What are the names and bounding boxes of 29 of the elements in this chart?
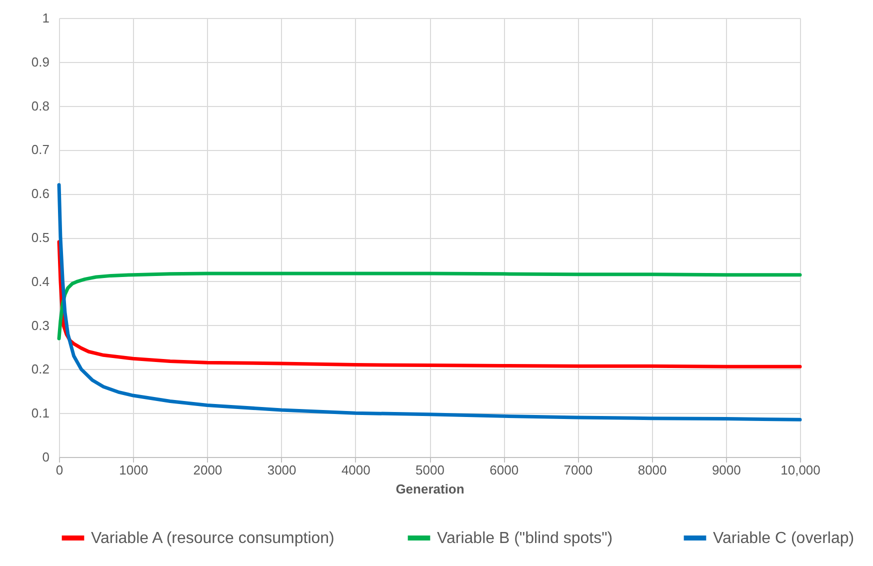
y-tick-label: 0.3 <box>31 318 50 333</box>
x-tick-label: 1000 <box>119 462 148 478</box>
y-tick-label: 1 <box>42 10 50 26</box>
x-tick-label: 3000 <box>267 462 296 478</box>
x-tick-label: 8000 <box>638 462 667 478</box>
x-tick-label: 4000 <box>341 462 370 478</box>
y-tick-label: 0 <box>42 450 50 464</box>
y-tick-label: 0.6 <box>31 186 50 202</box>
legend-label: Variable C (overlap) <box>713 530 854 547</box>
y-tick-label: 0.8 <box>31 98 50 114</box>
x-tick-label: 9000 <box>712 462 741 478</box>
y-tick-label: 0.4 <box>31 274 50 289</box>
x-tick-label: 5000 <box>416 462 444 478</box>
y-tick-label: 0.9 <box>31 54 50 70</box>
y-tick-label: 0.2 <box>31 362 50 377</box>
x-tick-label: 10,000 <box>780 462 820 478</box>
x-axis-title: Generation <box>396 482 464 496</box>
y-tick-label: 0.5 <box>31 230 50 245</box>
y-tick-label: 0.7 <box>31 142 50 158</box>
line-series <box>57 240 802 368</box>
y-tick-label: 0.1 <box>31 406 50 421</box>
legend-label: Variable B ("blind spots") <box>437 530 613 547</box>
line-series <box>57 272 802 340</box>
legend-label: Variable A (resource consumption) <box>91 530 334 547</box>
x-tick-label: 0 <box>56 462 64 478</box>
x-tick-label: 6000 <box>490 462 519 478</box>
x-tick-label: 7000 <box>564 462 593 478</box>
x-tick-label: 2000 <box>193 462 222 478</box>
line-series <box>57 183 802 422</box>
